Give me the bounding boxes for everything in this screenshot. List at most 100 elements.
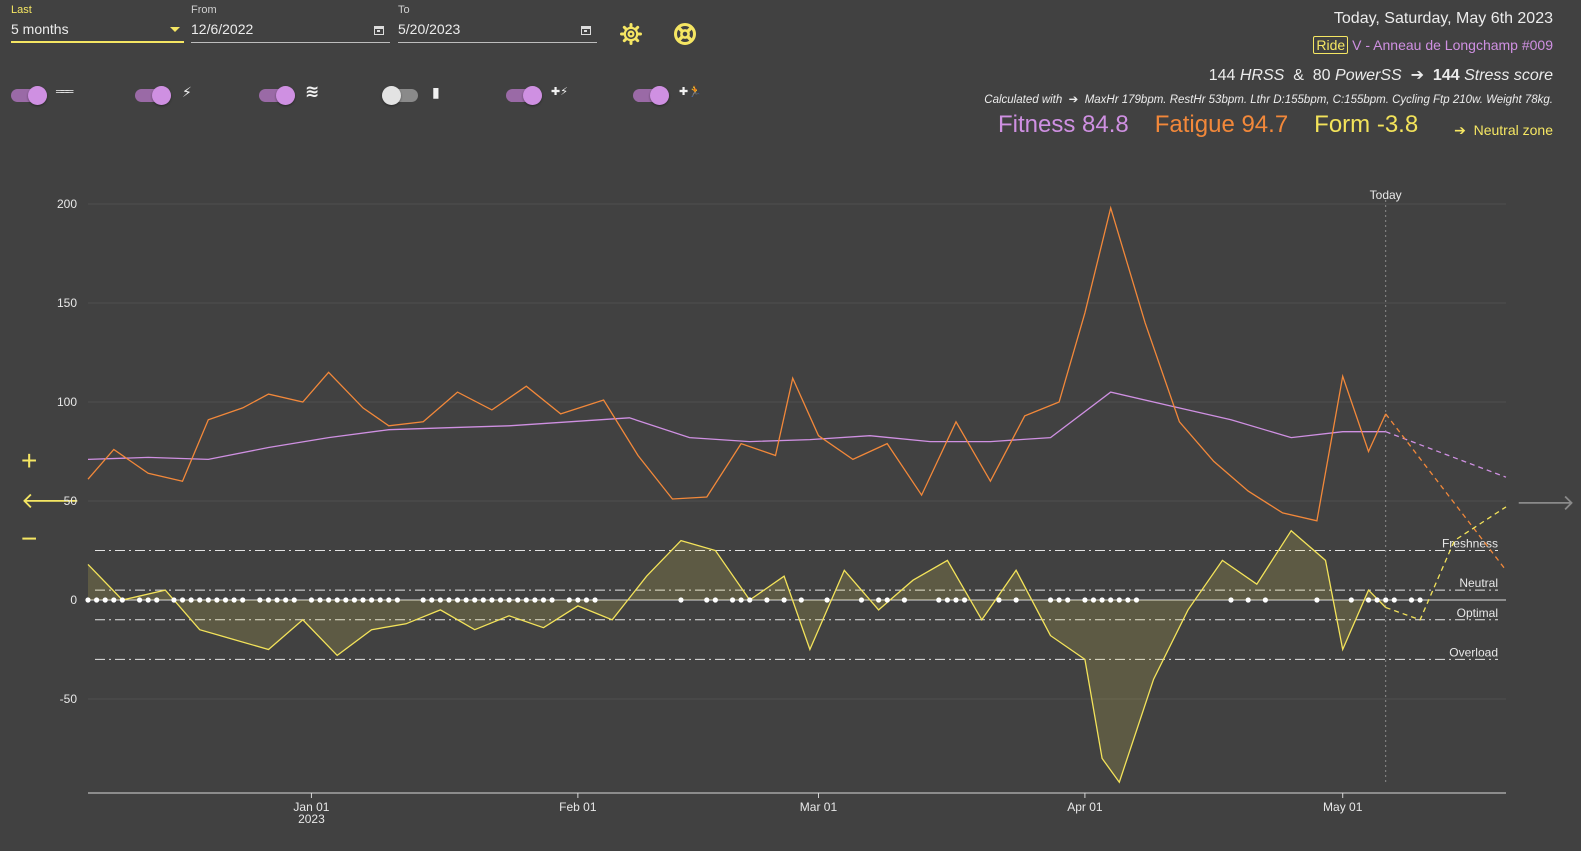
hrss-value: 144 [1208, 67, 1236, 84]
settings-button[interactable] [619, 22, 643, 46]
activity-dot [446, 597, 452, 603]
activity-dot [1108, 597, 1114, 603]
toggle-heart-run[interactable] [633, 86, 669, 105]
activity-dot [1262, 597, 1268, 603]
heart-power-icon: ✚⚡ [551, 86, 568, 98]
last-activity[interactable]: Ride V - Anneau de Longchamp #009 [1313, 36, 1553, 54]
activity-name-link[interactable]: V - Anneau de Longchamp #009 [1352, 37, 1553, 53]
toggle-battery[interactable] [382, 86, 418, 105]
activity-dot [515, 597, 521, 603]
from-date-field[interactable]: From 12/6/2022 [191, 4, 390, 43]
activity-dot [343, 597, 349, 603]
activity-dot [549, 597, 555, 603]
activity-dot [901, 597, 908, 603]
activity-dot [1391, 597, 1397, 603]
activity-dot [1099, 597, 1105, 603]
activity-dot [489, 597, 495, 603]
zone-indicator: ➔ Neutral zone [1454, 122, 1553, 139]
to-date-field[interactable]: To 5/20/2023 [398, 4, 597, 43]
activity-dot [369, 597, 375, 603]
battery-icon: ▮ [432, 84, 440, 100]
activity-dot [480, 597, 486, 603]
x-tick-label: Feb 01 [559, 800, 597, 814]
zoom-in-button[interactable]: + [21, 445, 38, 476]
activity-dot [179, 597, 186, 603]
y-tick-label: 200 [57, 197, 77, 211]
activity-dot [437, 597, 443, 603]
activity-dot [678, 597, 684, 603]
gear-icon [620, 23, 642, 45]
activity-dot [171, 597, 177, 603]
x-tick-label: Apr 01 [1067, 800, 1103, 814]
toggle-power[interactable] [135, 86, 171, 105]
activity-dot [111, 597, 117, 603]
forward-arrow-button[interactable]: 🡒 [1516, 490, 1575, 515]
activity-dot [1056, 597, 1062, 603]
activity-dot [540, 597, 547, 603]
activity-dot [1116, 597, 1122, 603]
activity-dot [1090, 597, 1097, 603]
x-tick-sublabel: 2023 [298, 812, 325, 826]
activity-dot [884, 597, 890, 603]
back-arrow-button[interactable]: 🡐 [21, 488, 80, 513]
zone-label: Neutral [1459, 576, 1498, 590]
activity-dot [824, 597, 830, 603]
form-line [87, 529, 1387, 784]
toggle-heart-power[interactable] [506, 86, 542, 105]
stress-score-summary: 144 HRSS & 80 PowerSS ➔ 144 Stress score [1209, 65, 1553, 85]
fatigue-line [87, 205, 1387, 522]
activity-dot [1365, 597, 1372, 603]
arrow-right-icon: ➔ [1410, 67, 1425, 84]
last-period-select[interactable]: Last 5 months [11, 4, 184, 43]
amp-sign: & [1293, 67, 1304, 84]
activity-dot [317, 597, 323, 603]
activity-dot [575, 597, 581, 603]
form-value: Form -3.8 [1314, 111, 1419, 138]
activity-dot [1245, 597, 1251, 603]
calculation-info: Calculated with ➔ MaxHr 179bpm. RestHr 5… [984, 92, 1553, 106]
zone-label: Neutral zone [1473, 122, 1553, 138]
activity-dot [1013, 597, 1019, 603]
toggle-swim[interactable] [259, 86, 295, 105]
activity-dot [1383, 597, 1389, 603]
calendar-icon[interactable] [581, 26, 591, 35]
activity-dot [876, 597, 882, 603]
activity-dot [386, 597, 392, 603]
calendar-icon[interactable] [374, 26, 384, 35]
activity-dot [326, 597, 332, 603]
activity-dot [283, 597, 289, 603]
help-button[interactable] [673, 22, 697, 46]
today-date: Today, Saturday, May 6th 2023 [1333, 10, 1553, 27]
to-date-label: To [398, 4, 410, 16]
activity-dot [712, 597, 718, 603]
y-tick-label: 0 [70, 593, 77, 607]
activity-dot [429, 597, 435, 603]
zone-label: Optimal [1457, 606, 1498, 620]
activity-dot [1417, 597, 1423, 603]
activity-dot [308, 597, 315, 603]
last-period-value: 5 months [11, 21, 69, 37]
activity-dot [102, 597, 108, 603]
toggle-all-sports[interactable] [11, 86, 47, 105]
activity-dot [497, 597, 504, 603]
arrow-right-icon: ➔ [1454, 122, 1466, 138]
activity-dot [205, 597, 211, 603]
activity-type-badge: Ride [1313, 36, 1349, 54]
zoom-out-button[interactable]: − [21, 523, 38, 554]
form-projection-line [1385, 506, 1507, 621]
activity-dot [781, 597, 787, 603]
y-tick-label: 50 [64, 494, 78, 508]
y-tick-label: 100 [57, 395, 77, 409]
fatigue-projection-line [1385, 413, 1507, 571]
activity-dot [1047, 597, 1054, 603]
activity-dot [764, 597, 770, 603]
activity-dot [1374, 597, 1380, 603]
activity-dot [274, 597, 280, 603]
all-sports-icon: ═══ [56, 86, 73, 98]
x-tick-label: May 01 [1323, 800, 1363, 814]
zone-label: Overload [1449, 645, 1498, 659]
activity-dot [729, 597, 736, 603]
activity-dot [145, 597, 151, 603]
activity-dot [583, 597, 590, 603]
